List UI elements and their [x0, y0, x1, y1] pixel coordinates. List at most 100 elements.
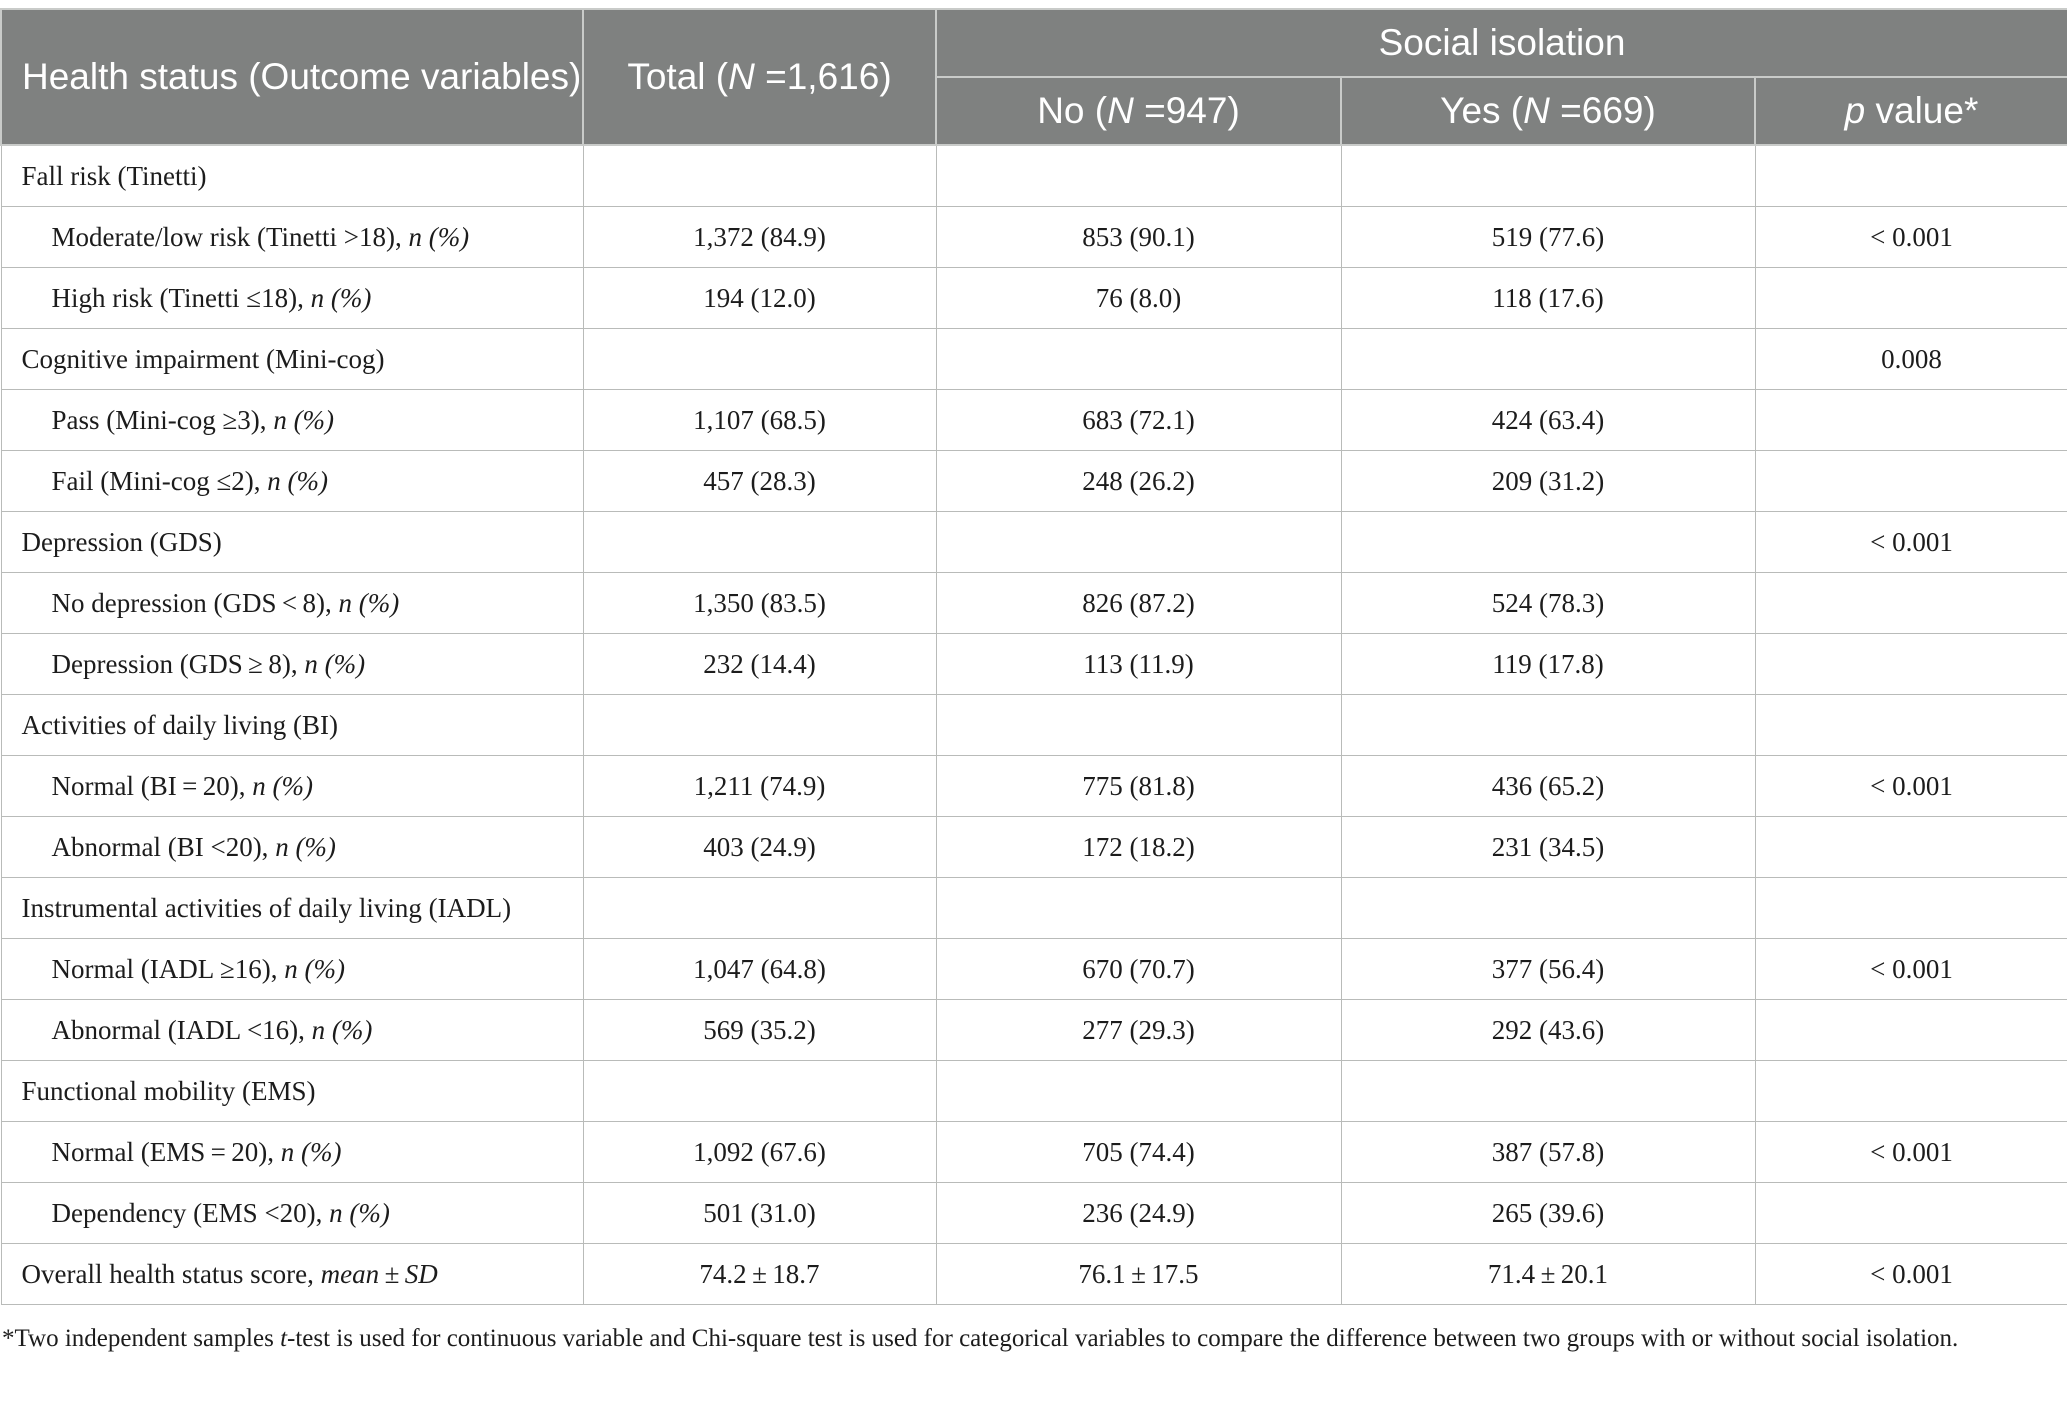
p-value-column-header: p value* [1754, 76, 2067, 146]
table-row: Instrumental activities of daily living … [0, 877, 2067, 939]
yes-cell: 436 (65.2) [1340, 755, 1756, 817]
table-footnote: *Two independent samples t-test is used … [2, 1325, 1959, 1352]
results-table-container: Health status (Outcome variables) Total … [0, 8, 2067, 1305]
p-value-cell [1754, 1182, 2067, 1244]
total-cell: 1,372 (84.9) [582, 206, 937, 268]
row-label-cell: Dependency (EMS <20), n (%) [0, 1182, 584, 1244]
total-cell [582, 877, 937, 939]
total-cell: 1,211 (74.9) [582, 755, 937, 817]
p-value-cell [1754, 144, 2067, 207]
total-cell: 232 (14.4) [582, 633, 937, 695]
no-cell: 670 (70.7) [935, 938, 1342, 1000]
health-status-table: Health status (Outcome variables) Total … [0, 8, 2067, 1305]
yes-cell [1340, 1060, 1756, 1122]
yes-cell: 119 (17.8) [1340, 633, 1756, 695]
yes-cell [1340, 877, 1756, 939]
row-label-cell: Fail (Mini-cog ≤2), n (%) [0, 450, 584, 512]
p-value-cell: < 0.001 [1754, 206, 2067, 268]
total-cell [582, 144, 937, 207]
yes-cell: 424 (63.4) [1340, 389, 1756, 451]
yes-cell: 292 (43.6) [1340, 999, 1756, 1061]
total-cell: 74.2 ± 18.7 [582, 1243, 937, 1305]
no-cell: 172 (18.2) [935, 816, 1342, 878]
no-cell [935, 694, 1342, 756]
p-value-cell [1754, 999, 2067, 1061]
table-row: Depression (GDS) < 0.001 [0, 511, 2067, 573]
p-value-cell [1754, 267, 2067, 329]
no-cell: 248 (26.2) [935, 450, 1342, 512]
row-label-cell: Fall risk (Tinetti) [0, 144, 584, 207]
yes-column-header: Yes (N =669) [1340, 76, 1756, 146]
no-cell [935, 511, 1342, 573]
no-cell: 76.1 ± 17.5 [935, 1243, 1342, 1305]
total-cell: 1,047 (64.8) [582, 938, 937, 1000]
total-cell [582, 1060, 937, 1122]
total-cell: 403 (24.9) [582, 816, 937, 878]
total-cell: 1,107 (68.5) [582, 389, 937, 451]
total-cell [582, 328, 937, 390]
total-cell: 1,092 (67.6) [582, 1121, 937, 1183]
table-row: High risk (Tinetti ≤18), n (%) 194 (12.0… [0, 267, 2067, 329]
p-value-cell: < 0.001 [1754, 755, 2067, 817]
outcome-column-header: Health status (Outcome variables) [0, 8, 584, 146]
p-value-cell [1754, 694, 2067, 756]
no-cell [935, 877, 1342, 939]
total-cell: 194 (12.0) [582, 267, 937, 329]
row-label-cell: Normal (IADL ≥16), n (%) [0, 938, 584, 1000]
no-column-header: No (N =947) [935, 76, 1342, 146]
p-value-cell [1754, 572, 2067, 634]
p-value-cell [1754, 450, 2067, 512]
table-row: Functional mobility (EMS) [0, 1060, 2067, 1122]
no-cell [935, 328, 1342, 390]
total-cell: 569 (35.2) [582, 999, 937, 1061]
yes-cell: 377 (56.4) [1340, 938, 1756, 1000]
row-label-cell: Cognitive impairment (Mini-cog) [0, 328, 584, 390]
no-cell: 277 (29.3) [935, 999, 1342, 1061]
yes-cell: 265 (39.6) [1340, 1182, 1756, 1244]
total-cell: 457 (28.3) [582, 450, 937, 512]
no-cell [935, 144, 1342, 207]
yes-cell: 118 (17.6) [1340, 267, 1756, 329]
table-row: Cognitive impairment (Mini-cog) 0.008 [0, 328, 2067, 390]
table-body: Fall risk (Tinetti) Moderate/low risk (T… [0, 144, 2067, 1305]
total-column-header: Total (N =1,616) [582, 8, 937, 146]
row-label-cell: No depression (GDS < 8), n (%) [0, 572, 584, 634]
table-row: Overall health status score, mean ± SD 7… [0, 1243, 2067, 1305]
social-isolation-group-header: Social isolation [935, 8, 2067, 78]
no-cell: 236 (24.9) [935, 1182, 1342, 1244]
no-cell: 853 (90.1) [935, 206, 1342, 268]
p-value-cell: < 0.001 [1754, 938, 2067, 1000]
p-value-cell: < 0.001 [1754, 511, 2067, 573]
yes-cell: 71.4 ± 20.1 [1340, 1243, 1756, 1305]
yes-cell: 209 (31.2) [1340, 450, 1756, 512]
yes-cell: 231 (34.5) [1340, 816, 1756, 878]
p-value-cell [1754, 816, 2067, 878]
table-row: Abnormal (IADL <16), n (%) 569 (35.2) 27… [0, 999, 2067, 1061]
row-label-cell: Activities of daily living (BI) [0, 694, 584, 756]
row-label-cell: Abnormal (IADL <16), n (%) [0, 999, 584, 1061]
table-row: No depression (GDS < 8), n (%) 1,350 (83… [0, 572, 2067, 634]
table-row: Fall risk (Tinetti) [0, 144, 2067, 207]
table-row: Abnormal (BI <20), n (%) 403 (24.9) 172 … [0, 816, 2067, 878]
yes-cell [1340, 694, 1756, 756]
table-row: Moderate/low risk (Tinetti >18), n (%) 1… [0, 206, 2067, 268]
table-row: Dependency (EMS <20), n (%) 501 (31.0) 2… [0, 1182, 2067, 1244]
yes-cell: 387 (57.8) [1340, 1121, 1756, 1183]
yes-cell: 519 (77.6) [1340, 206, 1756, 268]
table-header: Health status (Outcome variables) Total … [0, 8, 2067, 146]
table-row: Depression (GDS ≥ 8), n (%) 232 (14.4) 1… [0, 633, 2067, 695]
total-cell [582, 511, 937, 573]
p-value-cell: < 0.001 [1754, 1121, 2067, 1183]
row-label-cell: Pass (Mini-cog ≥3), n (%) [0, 389, 584, 451]
yes-cell [1340, 144, 1756, 207]
yes-cell: 524 (78.3) [1340, 572, 1756, 634]
p-value-cell: 0.008 [1754, 328, 2067, 390]
row-label-cell: Depression (GDS ≥ 8), n (%) [0, 633, 584, 695]
no-cell: 76 (8.0) [935, 267, 1342, 329]
row-label-cell: Abnormal (BI <20), n (%) [0, 816, 584, 878]
no-cell [935, 1060, 1342, 1122]
yes-cell [1340, 511, 1756, 573]
row-label-cell: Overall health status score, mean ± SD [0, 1243, 584, 1305]
p-value-cell [1754, 877, 2067, 939]
no-cell: 113 (11.9) [935, 633, 1342, 695]
